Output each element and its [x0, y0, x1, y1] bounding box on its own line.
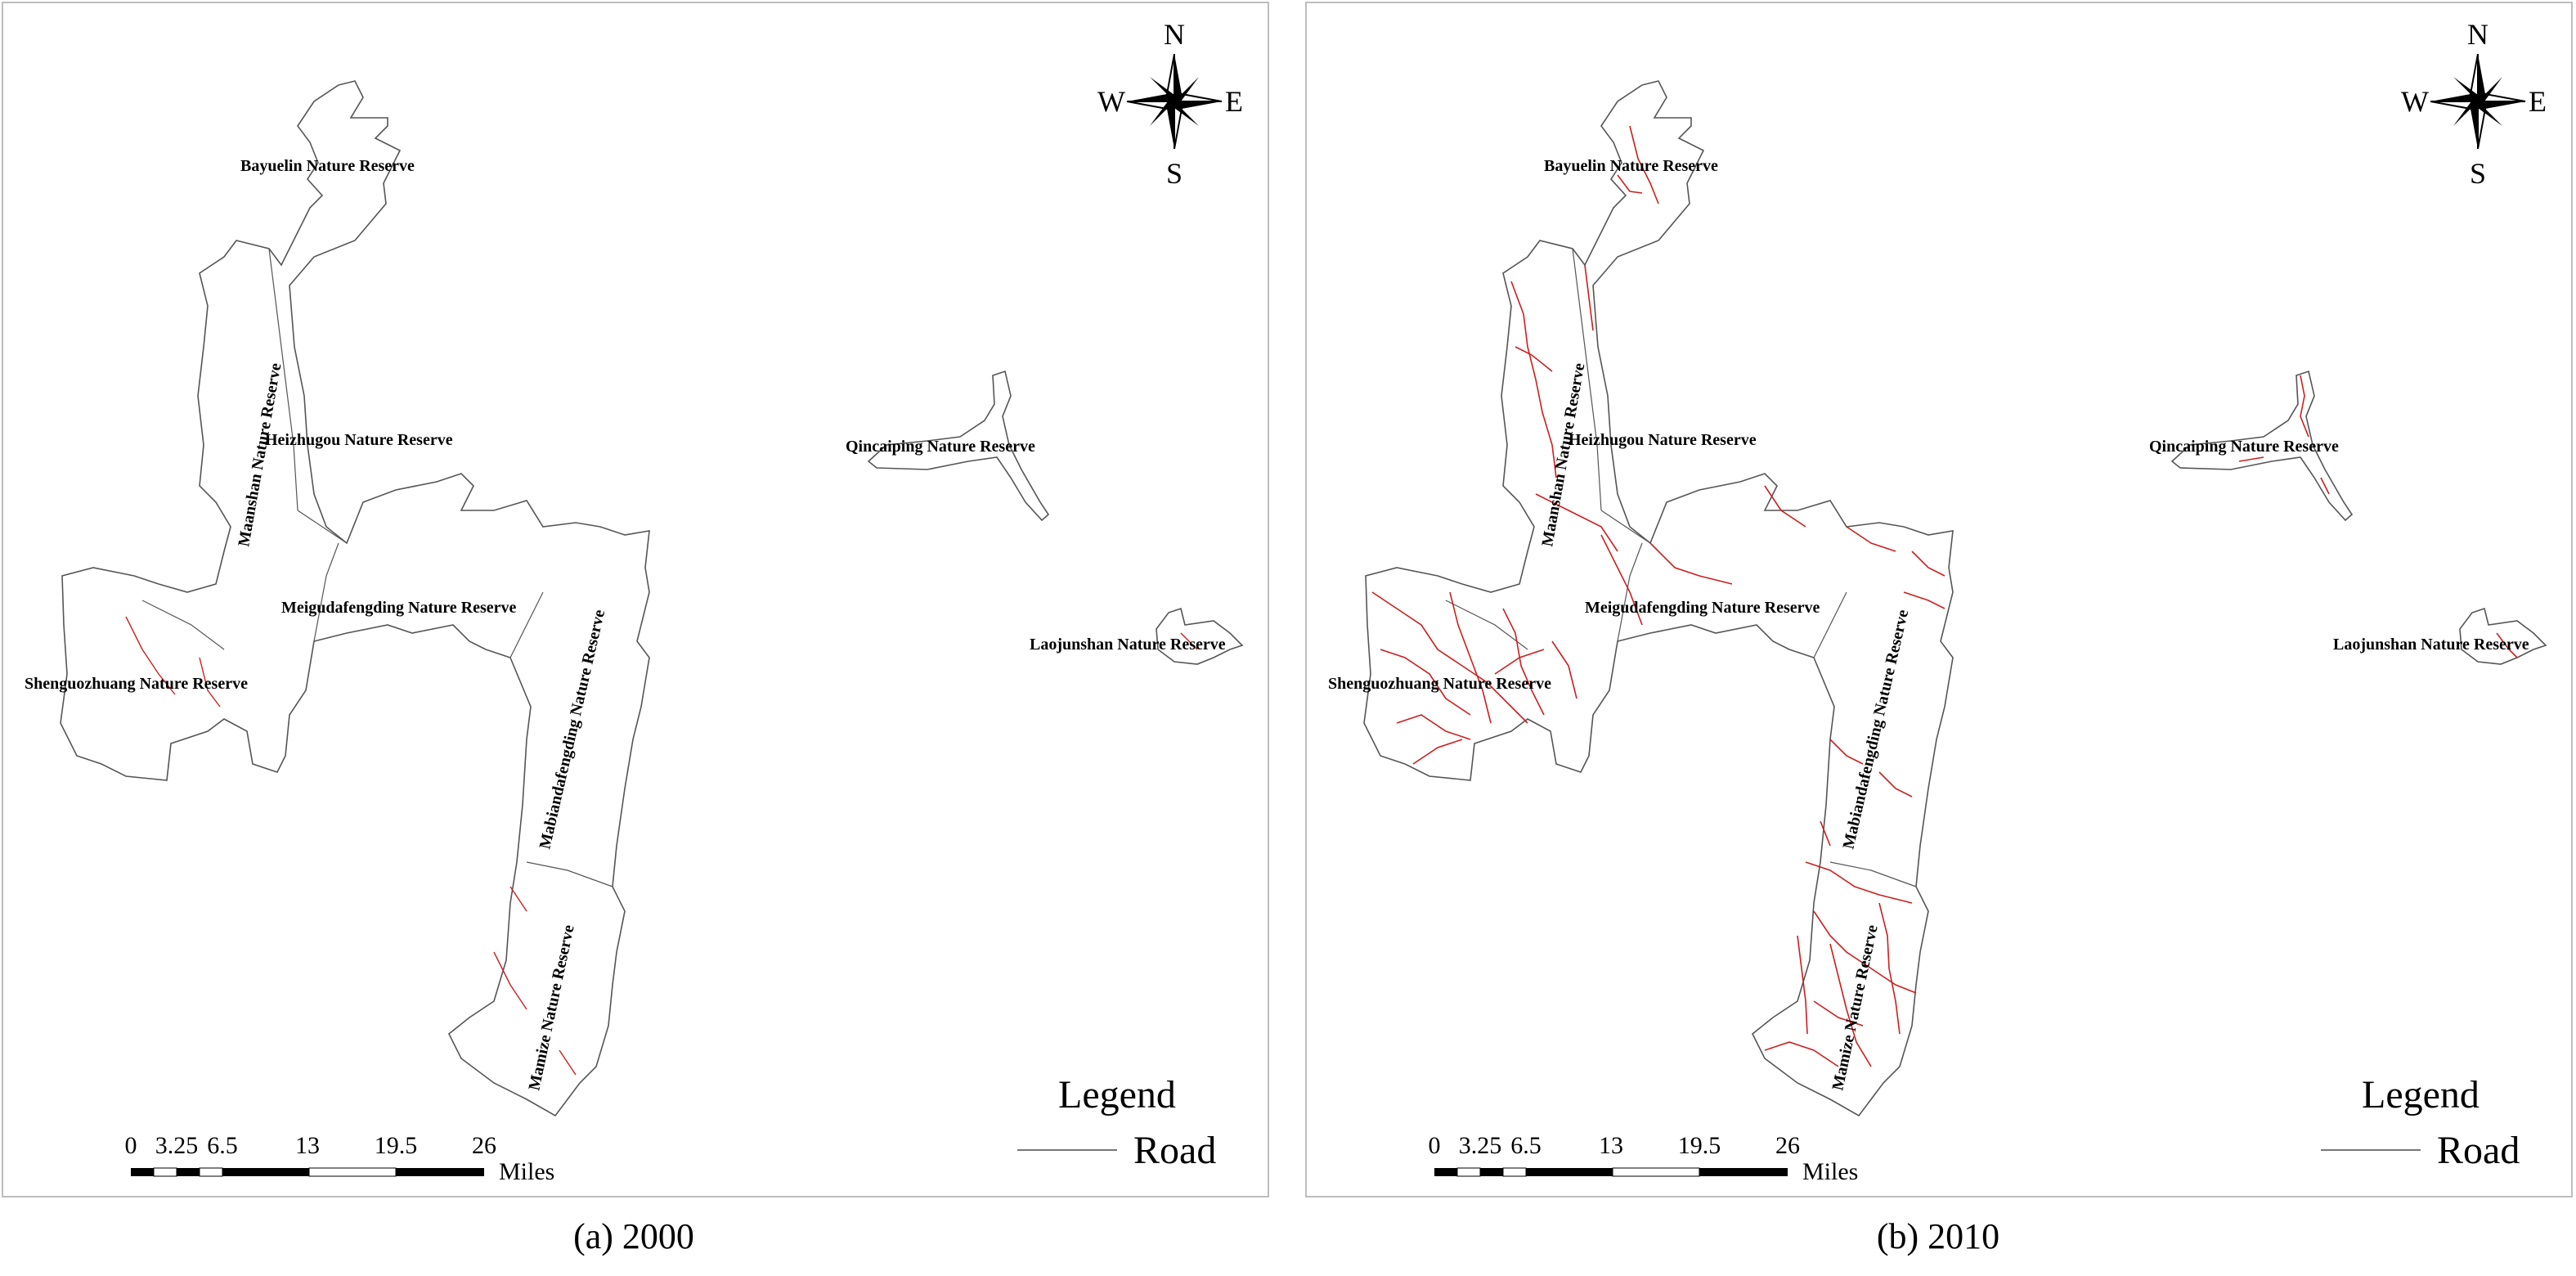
scale-tick-3: 13 — [1599, 1132, 1623, 1159]
label-shenguozhuang: Shenguozhuang Nature Reserve — [1328, 675, 1551, 693]
map-panel-2010: Bayuelin Nature Reserve Heizhugou Nature… — [1305, 2, 2573, 1197]
scale-tick-2: 6.5 — [1510, 1132, 1542, 1159]
legend: Legend Road — [1017, 1073, 1216, 1172]
map-canvas-2010: Bayuelin Nature Reserve Heizhugou Nature… — [1328, 18, 2547, 1185]
compass-e: E — [1225, 85, 1243, 118]
scale-tick-1: 3.25 — [155, 1132, 199, 1159]
label-qincaiping: Qincaiping Nature Reserve — [2149, 438, 2339, 456]
scale-unit: Miles — [1802, 1158, 1858, 1185]
roads-2000 — [125, 616, 1198, 1076]
legend-title: Legend — [1058, 1073, 1176, 1116]
roads-2010 — [1371, 125, 2518, 1067]
compass-n: N — [1164, 18, 1185, 51]
label-meigudafengding: Meigudafengding Nature Reserve — [1585, 599, 1820, 617]
scale-tick-4: 19.5 — [375, 1132, 418, 1159]
map-panel-2000: Bayuelin Nature Reserve Heizhugou Nature… — [2, 2, 1269, 1197]
label-bayuelin: Bayuelin Nature Reserve — [240, 157, 415, 175]
label-meigudafengding: Meigudafengding Nature Reserve — [281, 599, 516, 617]
label-bayuelin: Bayuelin Nature Reserve — [1544, 157, 1718, 175]
label-heizhugou: Heizhugou Nature Reserve — [1568, 431, 1757, 449]
caption-2010: (b) 2010 — [1876, 1216, 2000, 1256]
scale-tick-0: 0 — [125, 1132, 137, 1159]
legend-road-label: Road — [1133, 1129, 1216, 1172]
scale-tick-1: 3.25 — [1459, 1132, 1502, 1159]
scale-unit: Miles — [499, 1158, 554, 1185]
label-heizhugou: Heizhugou Nature Reserve — [265, 431, 453, 449]
compass-w: W — [2401, 85, 2429, 118]
label-qincaiping: Qincaiping Nature Reserve — [846, 438, 1035, 456]
legend-road-label: Road — [2437, 1129, 2520, 1172]
scale-bar: 0 3.25 6.5 13 19.5 26 Miles — [1429, 1132, 1859, 1185]
compass-n: N — [2467, 18, 2488, 51]
label-maanshan: Maanshan Nature Reserve — [1538, 362, 1588, 548]
compass-s: S — [2470, 157, 2486, 190]
map-canvas-2000: Bayuelin Nature Reserve Heizhugou Nature… — [25, 18, 1243, 1185]
scale-bar: 0 3.25 6.5 13 19.5 26 Miles — [125, 1132, 555, 1185]
label-laojunshan: Laojunshan Nature Reserve — [1030, 636, 1226, 654]
label-laojunshan: Laojunshan Nature Reserve — [2333, 636, 2529, 654]
compass-rose: N S E W — [1097, 18, 1243, 190]
scale-tick-2: 6.5 — [207, 1132, 238, 1159]
scale-tick-0: 0 — [1429, 1132, 1441, 1159]
scale-tick-4: 19.5 — [1678, 1132, 1721, 1159]
scale-tick-3: 13 — [295, 1132, 320, 1159]
legend: Legend Road — [2321, 1073, 2520, 1172]
label-mamize: Mamize Nature Reserve — [1829, 923, 1881, 1092]
reserve-boundaries — [60, 80, 1243, 1116]
reserve-boundaries — [1363, 80, 2547, 1116]
label-maanshan: Maanshan Nature Reserve — [235, 362, 285, 548]
compass-e: E — [2529, 85, 2547, 118]
label-mabiandafengding: Mabiandafengding Nature Reserve — [1839, 608, 1912, 851]
label-shenguozhuang: Shenguozhuang Nature Reserve — [25, 675, 248, 693]
caption-2000: (a) 2000 — [573, 1216, 694, 1256]
compass-w: W — [1097, 85, 1125, 118]
compass-rose: N S E W — [2401, 18, 2547, 190]
legend-title: Legend — [2362, 1073, 2480, 1116]
compass-s: S — [1166, 157, 1183, 190]
scale-tick-5: 26 — [1775, 1132, 1800, 1159]
label-mabiandafengding: Mabiandafengding Nature Reserve — [536, 608, 608, 851]
scale-tick-5: 26 — [472, 1132, 496, 1159]
